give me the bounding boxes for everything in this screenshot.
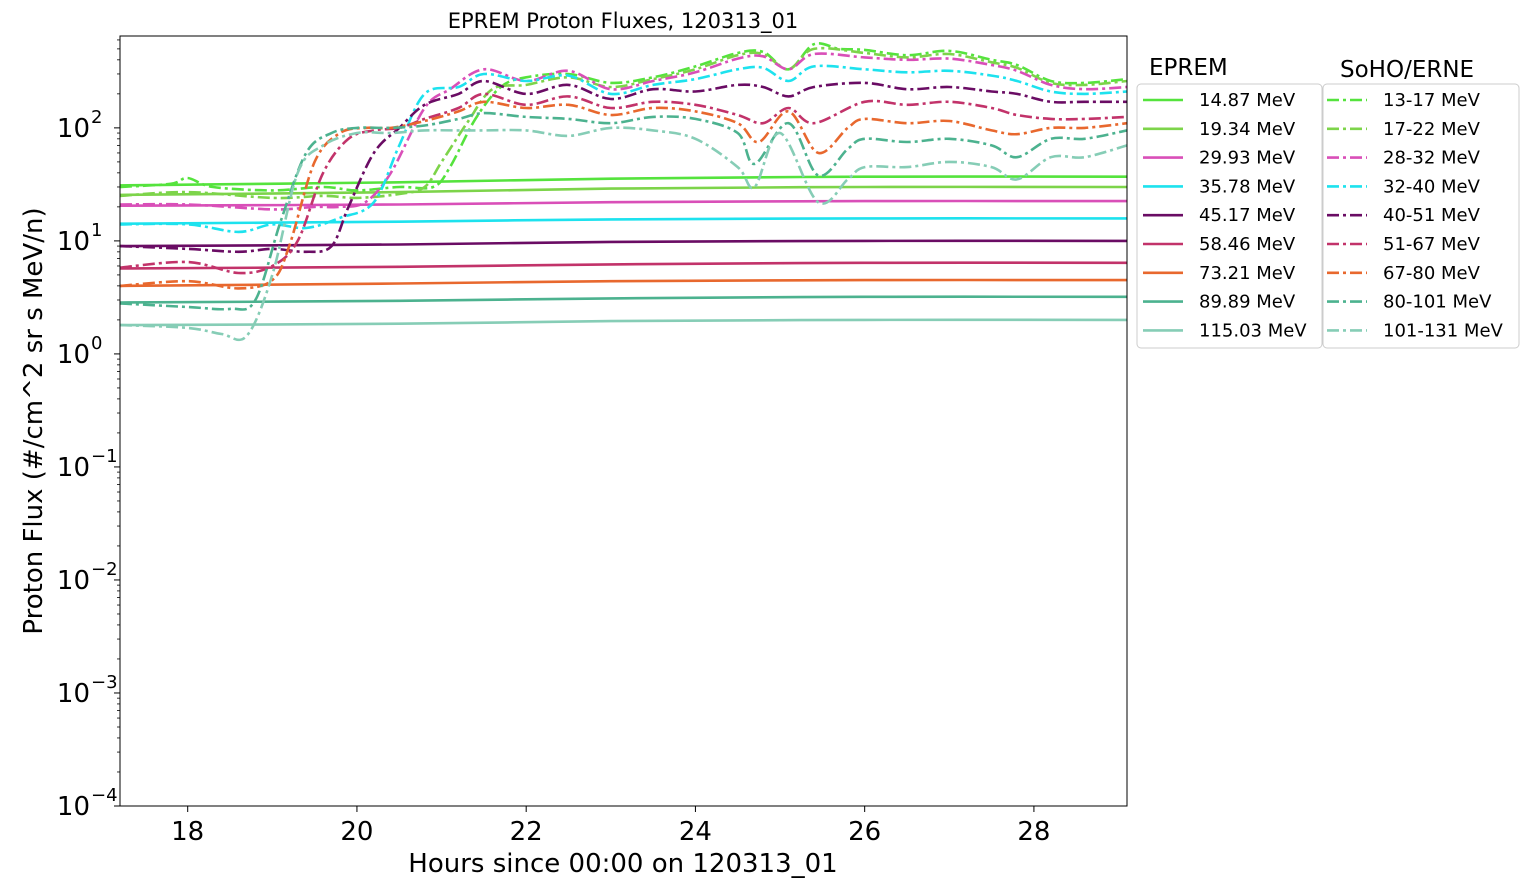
legend-erne-item-label: 32-40 MeV <box>1383 176 1481 197</box>
legend-erne: SoHO/ERNE 13-17 MeV 17-22 MeV 28-32 MeV 32-… <box>1322 57 1520 349</box>
legend-eprem-item-label: 89.89 MeV <box>1199 292 1296 313</box>
x-tick-label: 20 <box>340 817 373 847</box>
erne-line-7 <box>120 111 1127 311</box>
erne-line-1 <box>120 46 1127 200</box>
x-tick-label: 24 <box>679 817 712 847</box>
legend-erne-item-label: 28-32 MeV <box>1383 148 1481 169</box>
erne-line-6 <box>120 100 1127 290</box>
eprem-line-1 <box>120 185 1127 197</box>
y-tick-exponent: −3 <box>91 672 118 693</box>
erne-line-4 <box>120 79 1127 254</box>
plot-area <box>120 42 1127 342</box>
eprem-line-5 <box>120 261 1127 270</box>
legend-erne-item-label: 17-22 MeV <box>1383 119 1481 140</box>
y-tick-label: 10 <box>57 227 90 257</box>
legend-erne-item-label: 51-67 MeV <box>1383 234 1481 255</box>
legend-eprem-frame <box>1136 83 1323 349</box>
legend-eprem-item-label: 19.34 MeV <box>1199 119 1296 140</box>
x-tick-label: 18 <box>171 817 204 847</box>
legend-eprem-item-label: 29.93 MeV <box>1199 148 1296 169</box>
legend-eprem: EPREM 14.87 MeV 19.34 MeV 29.93 MeV 35.78 M… <box>1136 55 1323 349</box>
legend-erne-item-label: 13-17 MeV <box>1383 90 1481 111</box>
y-axis-label: Proton Flux (#/cm^2 sr s MeV/n) <box>19 207 49 634</box>
x-tick-label: 22 <box>510 817 543 847</box>
erne-line-3 <box>120 64 1127 234</box>
x-tick-label: 26 <box>848 817 881 847</box>
eprem-line-3 <box>120 217 1127 225</box>
legend-erne-item-label: 80-101 MeV <box>1383 292 1492 313</box>
y-tick-exponent: 0 <box>91 333 102 354</box>
erne-line-0 <box>120 42 1127 192</box>
eprem-line-8 <box>120 318 1127 327</box>
y-tick-label: 10 <box>57 453 90 483</box>
legend-eprem-item-label: 115.03 MeV <box>1199 320 1307 341</box>
plot-frame <box>119 35 1128 807</box>
eprem-line-4 <box>120 239 1127 248</box>
y-tick-exponent: 2 <box>91 107 102 128</box>
legend-erne-item-label: 40-51 MeV <box>1383 205 1481 226</box>
legend-erne-frame <box>1322 83 1520 349</box>
legend-eprem-item-label: 14.87 MeV <box>1199 90 1296 111</box>
legend-erne-item-label: 101-131 MeV <box>1383 320 1504 341</box>
x-axis: 18 20 22 24 26 28 <box>171 806 1050 847</box>
erne-line-5 <box>120 92 1127 275</box>
y-tick-label: 10 <box>57 792 90 822</box>
legend-eprem-title: EPREM <box>1149 55 1228 81</box>
chart-title: EPREM Proton Fluxes, 120313_01 <box>448 9 799 34</box>
x-axis-label: Hours since 00:00 on 120313_01 <box>408 849 837 879</box>
legend-erne-title: SoHO/ERNE <box>1340 57 1474 83</box>
eprem-line-2 <box>120 199 1127 207</box>
y-tick-exponent: −4 <box>91 785 118 806</box>
eprem-line-0 <box>120 175 1127 187</box>
legend-erne-item-label: 67-80 MeV <box>1383 263 1481 284</box>
x-tick-label: 28 <box>1017 817 1050 847</box>
erne-line-2 <box>120 52 1127 211</box>
eprem-line-7 <box>120 295 1127 304</box>
y-tick-label: 10 <box>57 114 90 144</box>
y-tick-label: 10 <box>57 679 90 709</box>
eprem-line-6 <box>120 278 1127 288</box>
y-tick-label: 10 <box>57 566 90 596</box>
y-tick-label: 10 <box>57 340 90 370</box>
legend-eprem-item-label: 58.46 MeV <box>1199 234 1296 255</box>
legend-eprem-item-label: 35.78 MeV <box>1199 176 1296 197</box>
y-tick-exponent: −1 <box>91 446 118 467</box>
legend-eprem-item-label: 45.17 MeV <box>1199 205 1296 226</box>
erne-line-8 <box>120 126 1127 342</box>
y-tick-exponent: −2 <box>91 559 118 580</box>
y-tick-exponent: 1 <box>91 220 102 241</box>
legend-eprem-item-label: 73.21 MeV <box>1199 263 1296 284</box>
